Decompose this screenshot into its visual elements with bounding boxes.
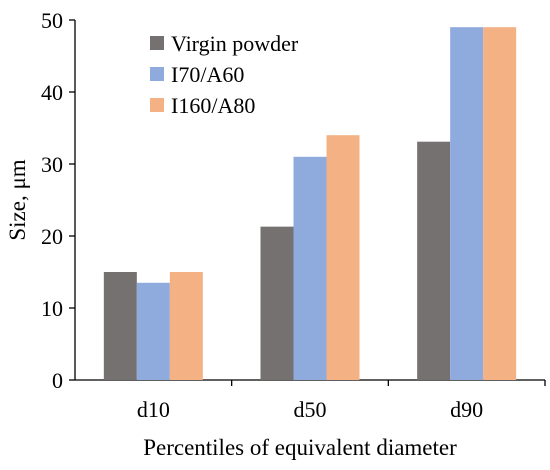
x-ticks: d10 d50 d90: [137, 380, 546, 422]
legend-label-series-1: Virgin powder: [171, 31, 299, 56]
y-tick-label: 30: [41, 152, 63, 177]
bar-d90-series-1: [417, 141, 451, 380]
legend-label-series-3: I160/A80: [171, 93, 255, 118]
legend-swatch-series-1: [150, 36, 164, 50]
bar-d10-series-2: [136, 282, 170, 380]
bar-d10-series-3: [169, 272, 203, 380]
bar-d90-series-3: [483, 27, 517, 380]
bar-d50-series-2: [293, 156, 327, 380]
y-tick-label: 50: [41, 8, 63, 33]
x-tick-label-d90: d90: [450, 397, 483, 422]
y-tick-label: 40: [41, 80, 63, 105]
bar-d90-series-2: [450, 27, 484, 380]
bar-d50-series-3: [326, 135, 360, 380]
x-tick-label-d50: d50: [294, 397, 327, 422]
x-tick-label-d10: d10: [137, 397, 170, 422]
y-ticks: 0 10 20 30 40 50: [41, 8, 75, 393]
y-tick-label: 0: [52, 368, 63, 393]
legend-swatch-series-2: [150, 67, 164, 81]
bars: [103, 27, 517, 380]
bar-d50-series-1: [260, 226, 294, 380]
x-axis-title: Percentiles of equivalent diameter: [143, 435, 457, 460]
bar-d10-series-1: [103, 272, 137, 380]
y-tick-label: 10: [41, 296, 63, 321]
legend-label-series-2: I70/A60: [171, 62, 244, 87]
legend: Virgin powder I70/A60 I160/A80: [150, 31, 299, 118]
y-tick-label: 20: [41, 224, 63, 249]
legend-swatch-series-3: [150, 98, 164, 112]
y-axis-title: Size, μm: [5, 159, 30, 240]
